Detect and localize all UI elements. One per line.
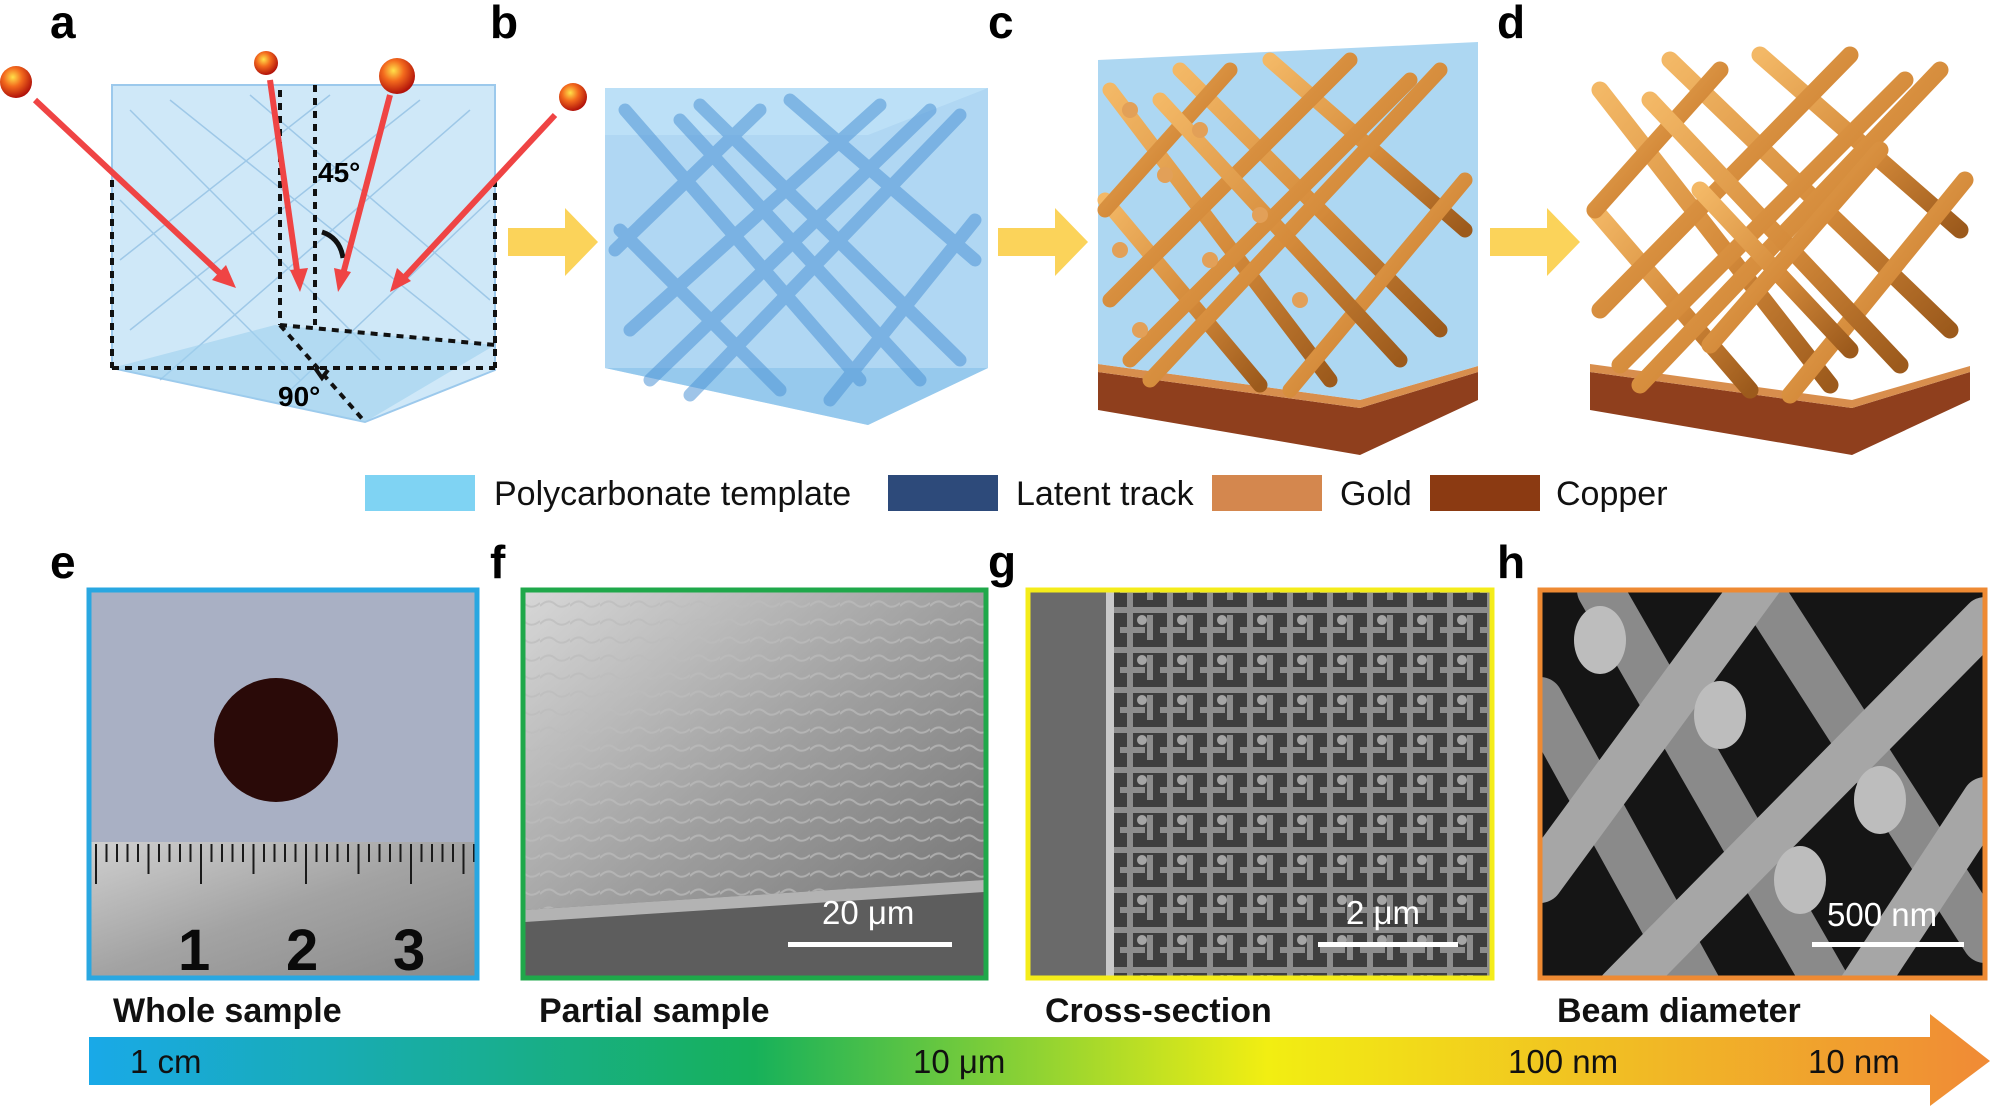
panel-b-etched-template <box>605 88 988 425</box>
caption-beam-diameter: Beam diameter <box>1557 992 1801 1030</box>
panel-label-f: f <box>490 536 506 588</box>
ruler-number-2: 2 <box>286 918 318 983</box>
panel-label-c: c <box>988 0 1014 48</box>
legend-swatch-polycarbonate <box>365 475 475 511</box>
scale-bar-g <box>1318 942 1458 947</box>
panel-label-g: g <box>988 536 1016 588</box>
panel-h-beam-diameter-sem: 500 nm <box>1537 587 1988 981</box>
angle-90-label: 90° <box>278 381 320 412</box>
sample-disk <box>214 678 338 802</box>
panel-a-irradiation-cube: 45° 90° <box>0 51 587 424</box>
panel-d-gold-network <box>1586 46 1974 455</box>
scale-bar-f <box>788 942 952 947</box>
scale-bar-label-h: 500 nm <box>1827 896 1937 933</box>
legend-label-polycarbonate: Polycarbonate template <box>494 475 851 513</box>
ion-ball-icon <box>254 51 278 75</box>
angle-45-label: 45° <box>318 157 360 188</box>
frame-e <box>86 587 480 981</box>
legend: Polycarbonate template Latent track Gold… <box>365 475 1668 513</box>
legend-label-latent-track: Latent track <box>1016 475 1195 513</box>
caption-whole-sample: Whole sample <box>113 992 342 1030</box>
panel-c-gold-filled-template <box>1097 42 1478 455</box>
scale-bar-label-g: 2 μm <box>1346 894 1420 931</box>
legend-swatch-gold <box>1212 475 1322 511</box>
panel-label-e: e <box>50 536 76 588</box>
panel-g-cross-section-sem: 2 μm <box>1025 587 1495 981</box>
ion-ball-icon <box>379 58 415 94</box>
scale-tick-10nm: 10 nm <box>1808 1043 1900 1080</box>
panel-label-b: b <box>490 0 518 48</box>
caption-partial-sample: Partial sample <box>539 992 770 1030</box>
ruler-number-1: 1 <box>178 918 210 983</box>
legend-swatch-latent-track <box>888 475 998 511</box>
legend-label-copper: Copper <box>1556 475 1668 513</box>
legend-label-gold: Gold <box>1340 475 1412 513</box>
flow-arrow-b-c <box>998 208 1088 276</box>
ruler-number-3: 3 <box>393 918 425 983</box>
scale-bar-h <box>1812 942 1964 947</box>
scale-tick-1cm: 1 cm <box>130 1043 202 1080</box>
flow-arrow-a-b <box>508 208 598 276</box>
scale-tick-100nm: 100 nm <box>1508 1043 1618 1080</box>
frame-f <box>520 587 989 981</box>
panel-label-d: d <box>1497 0 1525 48</box>
legend-swatch-copper <box>1430 475 1540 511</box>
ion-ball-icon <box>0 66 32 98</box>
scale-tick-10um: 10 μm <box>913 1043 1005 1080</box>
panel-e-whole-sample-photo: 1 2 3 <box>86 587 480 983</box>
ion-ball-icon <box>559 83 587 111</box>
panel-label-h: h <box>1497 536 1525 588</box>
frame-h <box>1537 587 1988 981</box>
scale-bar-label-f: 20 μm <box>822 894 914 931</box>
frame-g <box>1025 587 1495 981</box>
scale-arrow <box>89 1014 1990 1106</box>
caption-cross-section: Cross-section <box>1045 992 1272 1030</box>
panel-f-partial-sample-sem: 20 μm <box>520 587 989 981</box>
panel-label-a: a <box>50 0 76 48</box>
length-scale-axis: 1 cm 10 μm 100 nm 10 nm <box>89 1014 1990 1106</box>
flow-arrow-c-d <box>1490 208 1580 276</box>
